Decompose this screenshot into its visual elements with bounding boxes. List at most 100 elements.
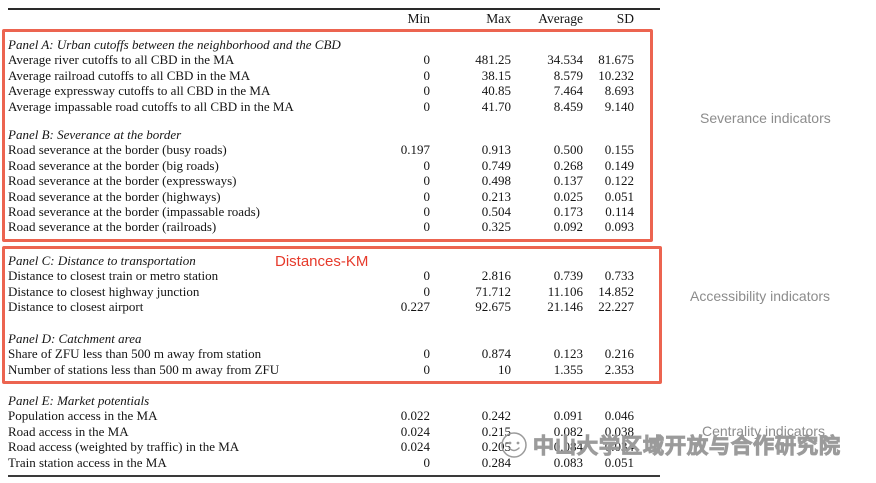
table-row: Average river cutoffs to all CBD in the … (8, 52, 634, 67)
row-label: Road severance at the border (big roads) (8, 157, 219, 173)
accessibility-indicators-label: Accessibility indicators (690, 288, 831, 304)
watermark: 中山大学区域开放与合作研究院 (500, 430, 841, 460)
average-value: 0.092 (553, 219, 583, 235)
sd-value: 0.093 (604, 219, 634, 235)
row-label: Road access (weighted by traffic) in the… (8, 439, 240, 455)
sd-value: 0.051 (604, 188, 634, 204)
severance-indicators-label: Severance indicators (700, 110, 831, 126)
average-value: 0.137 (553, 173, 583, 189)
sd-value: 0.046 (604, 408, 634, 424)
min-value: 0 (423, 52, 431, 68)
row-label: Share of ZFU less than 500 m away from s… (8, 346, 262, 362)
min-value: 0 (423, 83, 431, 99)
column-header-sd: SD (616, 11, 634, 26)
min-value: 0.022 (400, 408, 430, 424)
distances-km-annotation: Distances-KM (275, 253, 369, 270)
sd-value: 0.114 (605, 203, 634, 219)
panel-c: Panel C: Distance to transportation Dist… (8, 253, 634, 315)
min-value: 0 (423, 98, 431, 114)
watermark-text: 中山大学区域开放与合作研究院 (533, 435, 841, 459)
max-value: 10 (498, 361, 511, 377)
min-value: 0.024 (400, 423, 430, 439)
column-header-max: Max (486, 11, 511, 26)
average-value: 0.084 (553, 439, 583, 455)
average-value: 0.739 (553, 268, 583, 284)
row-label: Road access in the MA (8, 423, 129, 439)
table-row: Road severance at the border (expressway… (8, 173, 634, 188)
min-value: 0.227 (400, 299, 430, 315)
max-value: 481.25 (475, 52, 511, 68)
table-row: Road severance at the border (impassable… (8, 204, 634, 219)
table-row: Train station access in the MA 0 0.284 0… (8, 455, 634, 470)
table-row: Road severance at the border (big roads)… (8, 158, 634, 173)
min-value: 0.197 (400, 142, 430, 158)
min-value: 0 (423, 173, 431, 189)
average-value: 0.268 (553, 157, 583, 173)
average-value: 0.123 (553, 346, 583, 362)
severance-highlight-box (2, 29, 653, 242)
panel-c-title: Panel C: Distance to transportation (8, 253, 196, 268)
min-value: 0 (423, 188, 431, 204)
table-row: Road severance at the border (railroads)… (8, 219, 634, 234)
min-value: 0 (423, 454, 431, 470)
table-top-rule (8, 8, 660, 10)
average-value: 0.500 (553, 142, 583, 158)
centrality-indicators-label: Centrality indicators (702, 423, 825, 439)
sd-value: 0.051 (604, 454, 634, 470)
table-row: Number of stations less than 500 m away … (8, 362, 634, 377)
row-label: Train station access in the MA (8, 454, 167, 470)
min-value: 0 (423, 283, 431, 299)
average-value: 21.146 (547, 299, 583, 315)
row-label: Average railroad cutoffs to all CBD in t… (8, 67, 251, 83)
max-value: 0.242 (481, 408, 511, 424)
average-value: 1.355 (553, 361, 583, 377)
average-value: 11.106 (547, 283, 583, 299)
min-value: 0.024 (400, 439, 430, 455)
table-row: Distance to closest train or metro stati… (8, 268, 634, 283)
row-label: Number of stations less than 500 m away … (8, 361, 280, 377)
panel-e-title: Panel E: Market potentials (8, 393, 150, 408)
sd-value: 81.675 (598, 52, 634, 68)
table-row: Distance to closest airport 0.227 92.675… (8, 299, 634, 314)
accessibility-highlight-box (2, 246, 662, 384)
row-label: Distance to closest train or metro stati… (8, 268, 219, 284)
max-value: 38.15 (481, 67, 511, 83)
row-label: Average expressway cutoffs to all CBD in… (8, 83, 271, 99)
panel-b-title: Panel B: Severance at the border (8, 127, 182, 142)
sd-value: 0.216 (604, 346, 634, 362)
average-value: 8.459 (553, 98, 583, 114)
table-bottom-rule (8, 475, 660, 477)
row-label: Road severance at the border (busy roads… (8, 142, 227, 158)
table-row: Share of ZFU less than 500 m away from s… (8, 346, 634, 361)
max-value: 71.712 (475, 283, 511, 299)
sd-value: 0.038 (604, 423, 634, 439)
max-value: 0.874 (481, 346, 511, 362)
max-value: 0.213 (481, 188, 511, 204)
panel-c-rows: Distance to closest train or metro stati… (8, 268, 634, 314)
row-label: Average river cutoffs to all CBD in the … (8, 52, 235, 68)
table-row: Average impassable road cutoffs to all C… (8, 99, 634, 114)
min-value: 0 (423, 203, 431, 219)
table-row: Distance to closest highway junction 0 7… (8, 284, 634, 299)
table-row: Average expressway cutoffs to all CBD in… (8, 83, 634, 98)
table-row: Road access in the MA 0.024 0.215 0.082 … (8, 424, 634, 439)
sd-value: 9.140 (604, 98, 634, 114)
table-row: Population access in the MA 0.022 0.242 … (8, 408, 634, 423)
panel-b: Panel B: Severance at the border Road se… (8, 127, 634, 235)
average-value: 0.091 (553, 408, 583, 424)
panel-d: Panel D: Catchment area Share of ZFU les… (8, 331, 634, 377)
max-value: 0.913 (481, 142, 511, 158)
sd-value: 0.733 (604, 268, 634, 284)
max-value: 0.498 (481, 173, 511, 189)
sd-value: 0.149 (604, 157, 634, 173)
panel-a-title: Panel A: Urban cutoffs between the neigh… (8, 37, 341, 52)
panel-e: Panel E: Market potentials Population ac… (8, 393, 634, 470)
average-value: 0.173 (553, 203, 583, 219)
sd-value: 22.227 (598, 299, 634, 315)
average-value: 34.534 (547, 52, 583, 68)
max-value: 0.205 (481, 439, 511, 455)
sd-value: 8.693 (604, 83, 634, 99)
min-value: 0 (423, 219, 431, 235)
sd-value: 2.353 (604, 361, 634, 377)
